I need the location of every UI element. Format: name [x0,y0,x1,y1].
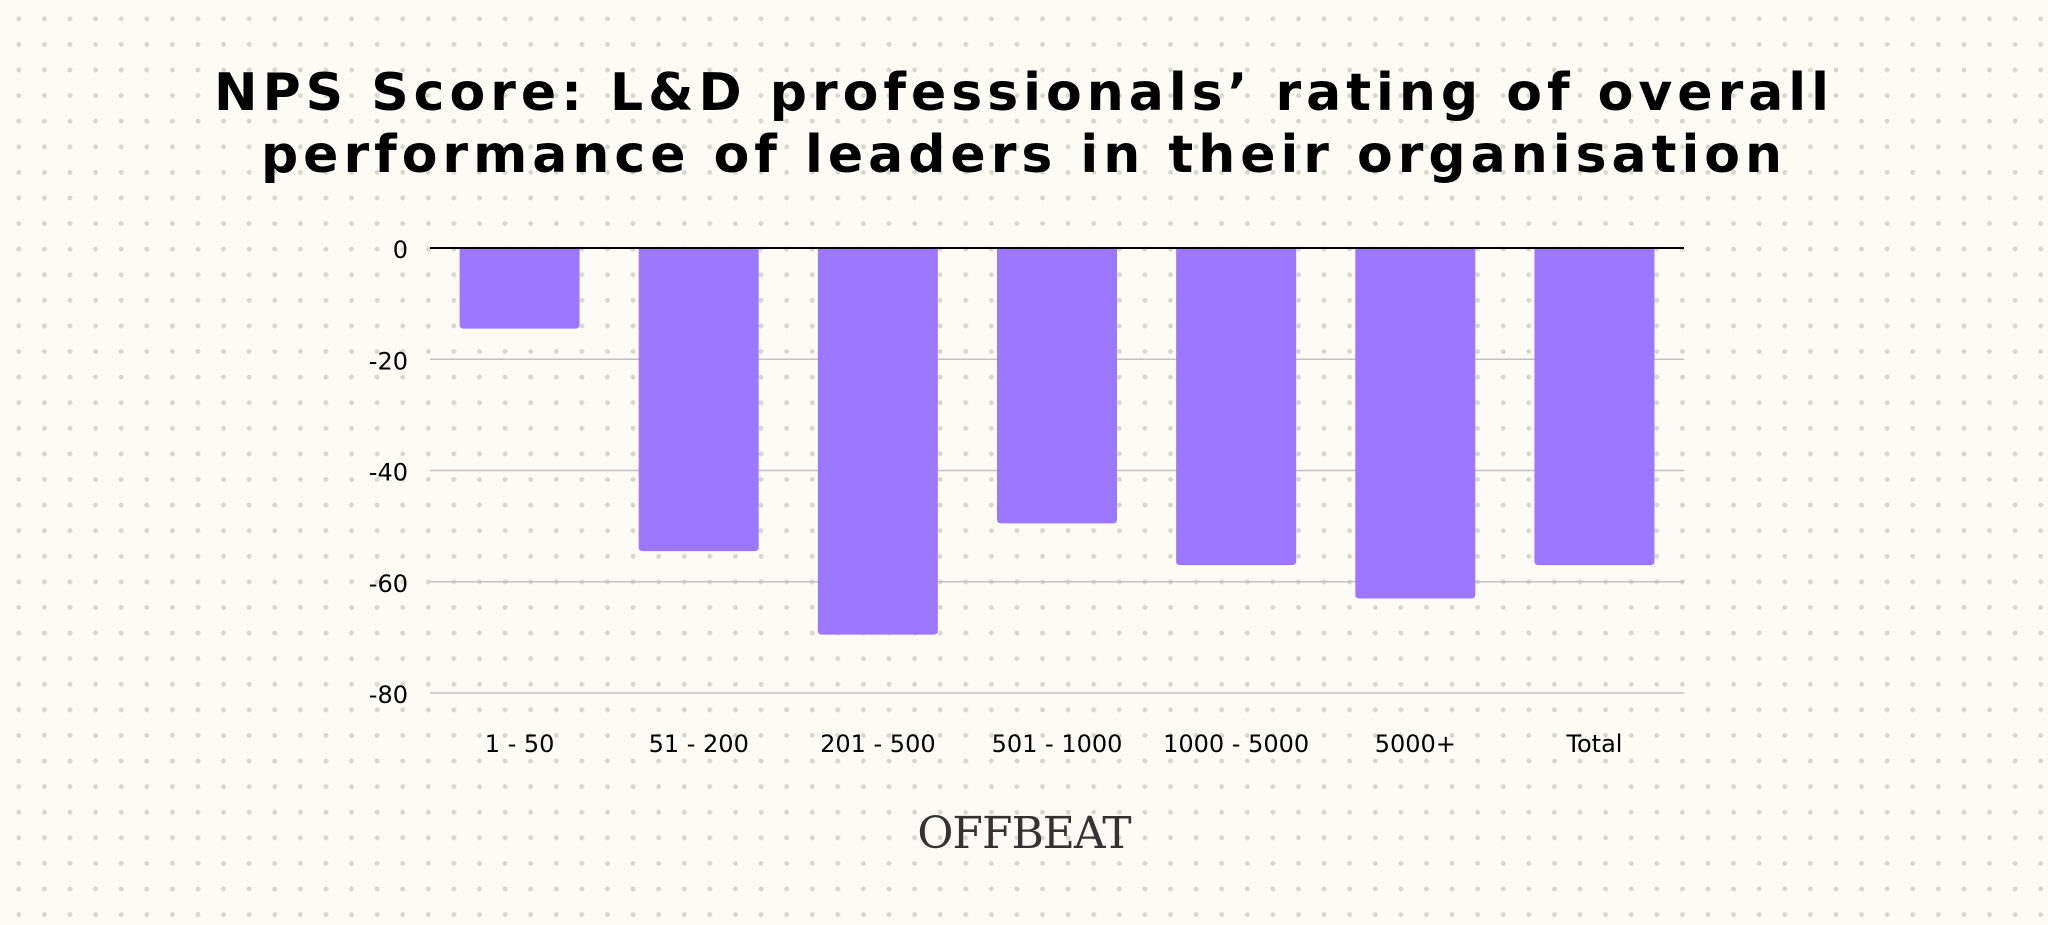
chart-title-line-2: performance of leaders in their organisa… [260,125,1788,185]
bar [997,248,1117,524]
bars [459,248,1655,635]
x-tick-label: 201 - 500 [820,730,936,758]
bar [817,248,938,635]
y-tick-label: -20 [369,347,408,375]
x-tick-label: Total [1565,730,1622,758]
bar [1176,248,1297,566]
x-tick-label: 5000+ [1375,730,1456,758]
y-tick-label: -80 [369,681,408,709]
brand-logo: OFFBEAT [917,808,1131,859]
y-tick-label: -40 [369,459,408,487]
y-axis-tick-labels: 0 -20 -40 -60 -80 [369,236,408,709]
x-tick-label: 1000 - 5000 [1163,730,1309,758]
bar [1534,248,1655,566]
x-axis-tick-labels: 1 - 50 51 - 200 201 - 500 501 - 1000 1000 - … [485,730,1623,758]
x-tick-label: 1 - 50 [485,730,555,758]
x-tick-label: 501 - 1000 [992,730,1123,758]
chart-title-line-1: NPS Score: L&D professionals’ rating of … [214,63,1834,123]
bar [1355,248,1476,599]
y-tick-label: 0 [393,236,408,264]
bar [459,248,580,329]
chart-title: NPS Score: L&D professionals’ rating of … [0,62,2048,186]
y-tick-label: -60 [369,570,408,598]
x-tick-label: 51 - 200 [649,730,749,758]
bar [638,248,759,552]
